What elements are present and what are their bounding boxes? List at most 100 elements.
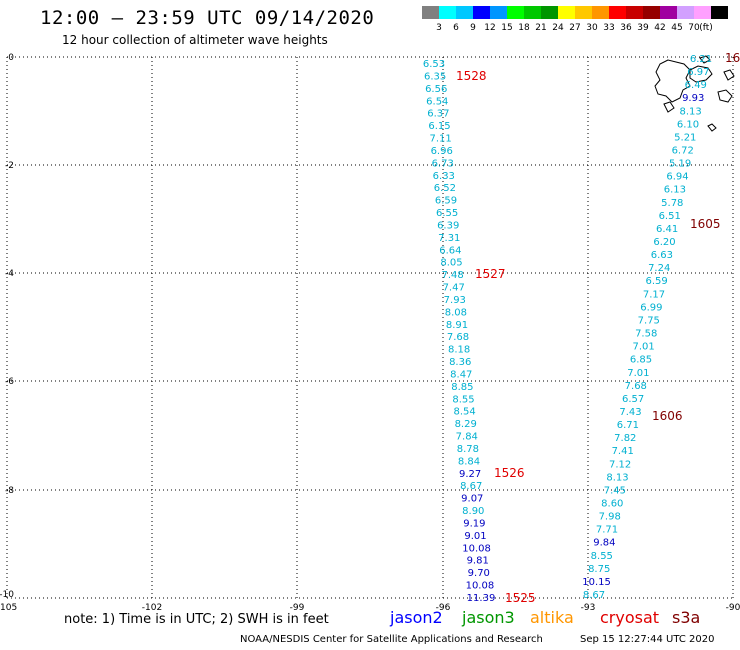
legend-level-label: 42 xyxy=(654,23,666,33)
swh-value-west-track: 9.81 xyxy=(467,556,489,567)
satellite-name-jason3: jason3 xyxy=(462,608,515,627)
footer-credit: NOAA/NESDIS Center for Satellite Applica… xyxy=(240,634,543,645)
legend-swatch xyxy=(592,6,609,19)
legend-level-label: 3 xyxy=(436,23,442,33)
island-outline-east xyxy=(723,69,735,81)
legend-unit-label: (ft) xyxy=(699,23,713,33)
swh-value-west-track: 6.55 xyxy=(436,208,458,219)
swh-value-west-track: 8.18 xyxy=(448,345,470,356)
x-tick-label: -105 xyxy=(0,603,17,613)
swh-value-east-track: 8.67 xyxy=(583,590,605,601)
swh-value-west-track: 10.08 xyxy=(462,543,491,554)
swh-value-east-track: 6.21 xyxy=(690,54,712,65)
page-title: 12:00 – 23:59 UTC 09/14/2020 xyxy=(40,7,375,29)
swh-value-west-track: 8.47 xyxy=(450,370,472,381)
swh-value-west-track: 7.68 xyxy=(447,332,469,343)
satellite-tracks: 6.536.35 6.566.54 6.376.15 7.116.966.73 6.33… xyxy=(423,54,712,604)
swh-value-east-track: 6.97 xyxy=(687,67,709,78)
swh-value-east-track: 9.84 xyxy=(593,538,615,549)
swh-value-west-track: 8.67 xyxy=(460,481,482,492)
y-tick-label: -8 xyxy=(5,486,14,496)
swh-value-east-track: 7.45 xyxy=(604,485,626,496)
legend-swatch xyxy=(490,6,507,19)
swh-value-east-track: 7.24 xyxy=(648,263,670,274)
swh-value-east-track: 5.78 xyxy=(661,198,683,209)
pass-time-label: 1606 xyxy=(652,409,683,423)
footer-note: note: 1) Time is in UTC; 2) SWH is in fe… xyxy=(64,612,329,627)
map-grid xyxy=(6,56,734,599)
swh-value-east-track: 7.12 xyxy=(609,459,631,470)
swh-value-east-track: 6.51 xyxy=(659,211,681,222)
y-tick-label: -4 xyxy=(5,269,14,279)
swh-value-east-track: 6.10 xyxy=(677,119,699,130)
island-fernandina-outline xyxy=(663,101,675,113)
pass-time-label: 1527 xyxy=(475,267,506,281)
x-tick-label: -102 xyxy=(142,603,162,613)
swh-value-east-track: 7.71 xyxy=(596,525,618,536)
island-outline-north xyxy=(699,55,711,64)
swh-value-west-track: 8.90 xyxy=(462,506,484,517)
swh-value-west-track: 8.91 xyxy=(446,320,468,331)
y-tick-label: -6 xyxy=(5,377,14,387)
legend-swatch xyxy=(473,6,490,19)
legend-level-label: 18 xyxy=(518,23,530,33)
pass-time-label: 1526 xyxy=(494,466,525,480)
pass-labels: 1528 1527 1526 1525 16 1605 1606 xyxy=(456,51,740,605)
swh-value-east-track: 7.82 xyxy=(614,433,636,444)
swh-value-west-track: 8.36 xyxy=(449,357,471,368)
swh-value-east-track: 7.01 xyxy=(632,342,654,353)
y-tick-label: -2 xyxy=(5,161,14,171)
swh-value-west-track: 6.52 xyxy=(434,183,456,194)
swh-value-east-track: 6.63 xyxy=(651,250,673,261)
legend-swatch xyxy=(660,6,677,19)
swh-value-east-track: 6.49 xyxy=(685,80,707,91)
legend-swatch xyxy=(609,6,626,19)
swh-value-east-track: 6.59 xyxy=(645,276,667,287)
swh-value-east-track: 6.99 xyxy=(640,302,662,313)
legend-swatch xyxy=(643,6,660,19)
swh-value-east-track: 5.19 xyxy=(669,159,691,170)
swh-value-west-track: 6.53 xyxy=(423,59,445,70)
swh-value-east-track: 8.75 xyxy=(588,564,610,575)
swh-value-west-track: 6.54 xyxy=(426,96,448,107)
swh-value-west-track: 8.55 xyxy=(452,394,474,405)
axis-ticks: -105 -102 -99 -96 -93 -90 0 -2 -4 -6 -8 -10 xyxy=(0,53,740,613)
swh-value-west-track: 6.15 xyxy=(428,121,450,132)
x-tick-label: -96 xyxy=(436,603,451,613)
swh-value-west-track: 8.05 xyxy=(440,258,462,269)
swh-value-west-track: 7.48 xyxy=(441,270,463,281)
swh-value-west-track: 6.59 xyxy=(435,196,457,207)
legend-swatch xyxy=(677,6,694,19)
legend-swatch xyxy=(456,6,473,19)
swh-value-west-track: 9.07 xyxy=(461,494,483,505)
swh-value-east-track: 6.13 xyxy=(664,185,686,196)
satellite-name-altika: altika xyxy=(530,608,574,627)
pass-time-label: 1605 xyxy=(690,217,721,231)
swh-value-west-track: 6.64 xyxy=(439,245,461,256)
legend-swatch xyxy=(439,6,456,19)
swh-value-east-track: 6.94 xyxy=(666,172,688,183)
legend-level-label: 6 xyxy=(453,23,459,33)
swh-value-west-track: 8.29 xyxy=(455,419,477,430)
swh-value-west-track: 6.37 xyxy=(427,109,449,120)
swh-value-east-track: 8.13 xyxy=(679,106,701,117)
legend-swatch xyxy=(524,6,541,19)
swh-value-east-track: 7.41 xyxy=(612,446,634,457)
legend-level-label: 30 xyxy=(586,23,598,33)
swh-value-west-track: 8.85 xyxy=(451,382,473,393)
swh-value-east-track: 8.13 xyxy=(606,472,628,483)
swh-value-east-track: 9.93 xyxy=(682,93,704,104)
legend-level-label: 12 xyxy=(484,23,496,33)
swh-value-east-track: 8.60 xyxy=(601,499,623,510)
island-outline-small xyxy=(707,123,717,132)
satellite-name-cryosat: cryosat xyxy=(600,608,660,627)
legend-level-label: 15 xyxy=(501,23,513,33)
swh-value-west-track: 6.56 xyxy=(425,84,447,95)
legend-level-label: 45 xyxy=(671,23,683,33)
swh-value-east-track: 7.01 xyxy=(627,368,649,379)
legend-swatch xyxy=(541,6,558,19)
legend-swatch xyxy=(694,6,711,19)
legend-level-label: 36 xyxy=(620,23,632,33)
satellite-name-jason2: jason2 xyxy=(390,608,443,627)
pass-time-label: 1525 xyxy=(505,591,536,605)
